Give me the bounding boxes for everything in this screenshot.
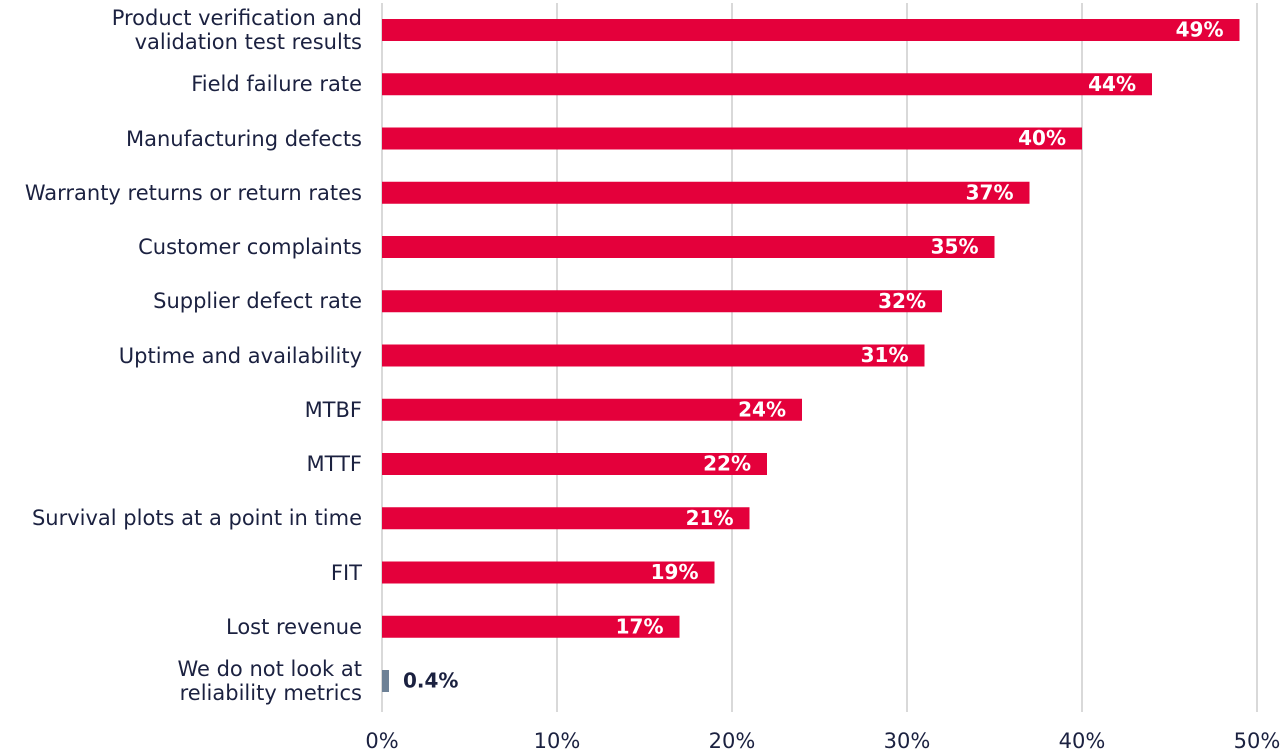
- category-label: Lost revenue: [225, 614, 362, 639]
- bar: [382, 73, 1152, 96]
- value-label: 32%: [878, 289, 926, 313]
- category-label: MTTF: [306, 452, 362, 476]
- category-label: Field failure rate: [191, 72, 362, 97]
- bar: [382, 19, 1240, 41]
- value-label: 40%: [1018, 126, 1066, 150]
- value-label: 0.4%: [403, 669, 458, 693]
- value-label: 31%: [861, 343, 909, 367]
- x-tick-label: 20%: [709, 729, 756, 752]
- category-label: Product verification and validation test…: [111, 6, 362, 54]
- bar: [382, 290, 942, 313]
- bar: [382, 561, 715, 584]
- bar: [382, 507, 750, 530]
- value-label: 17%: [616, 614, 664, 638]
- bar: [382, 236, 995, 258]
- x-tick-label: 0%: [365, 729, 398, 752]
- category-label: Customer complaints: [138, 235, 362, 259]
- x-tick-label: 10%: [534, 729, 581, 752]
- category-label: Survival plots at a point in time: [31, 506, 362, 531]
- value-label: 22%: [703, 452, 751, 476]
- bar: [382, 398, 802, 421]
- category-label: Supplier defect rate: [153, 289, 362, 314]
- category-label: Uptime and availability: [118, 343, 362, 368]
- value-label: 19%: [651, 560, 699, 584]
- bar: [382, 344, 925, 367]
- value-label: 49%: [1176, 18, 1224, 42]
- bar: [382, 453, 767, 475]
- bar: [382, 127, 1082, 150]
- value-label: 35%: [931, 235, 979, 259]
- value-label: 37%: [966, 180, 1014, 204]
- bar: [382, 615, 680, 638]
- bar: [382, 181, 1030, 204]
- x-tick-label: 30%: [884, 729, 931, 752]
- category-label: FIT: [330, 560, 362, 585]
- category-label: We do not look at reliability metrics: [177, 657, 362, 705]
- value-label: 24%: [738, 397, 786, 421]
- bar: [382, 670, 389, 692]
- x-tick-label: 50%: [1234, 729, 1280, 752]
- category-label: Manufacturing defects: [125, 126, 362, 151]
- x-tick-label: 40%: [1059, 729, 1106, 752]
- category-label: Warranty returns or return rates: [24, 180, 362, 205]
- value-label: 44%: [1088, 72, 1136, 96]
- value-label: 21%: [686, 506, 734, 530]
- category-label: MTBF: [304, 397, 362, 422]
